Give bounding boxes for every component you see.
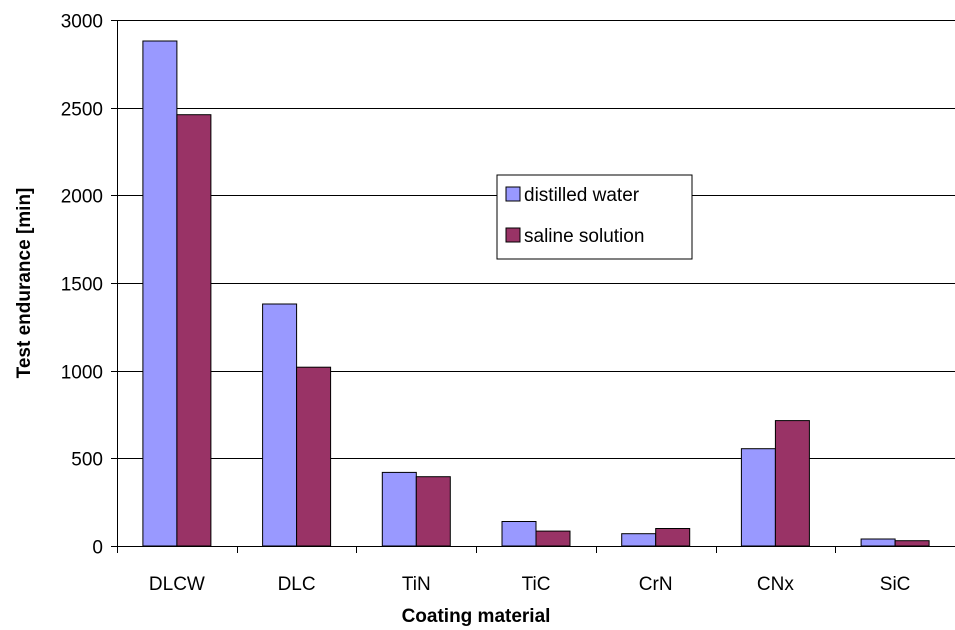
x-tick-label: CrN: [639, 574, 673, 595]
y-tick-label: 2000: [61, 187, 103, 208]
x-tick-labels: DLCW DLC TiN TiC CrN CNx SiC: [149, 574, 910, 595]
y-axis-title: Test endurance [min]: [14, 188, 35, 379]
gridlines: [117, 20, 955, 459]
y-tick-label: 2500: [61, 100, 103, 121]
y-tick-label: 500: [71, 450, 103, 471]
bar-tin-distilled-water: [381, 471, 417, 547]
bar-cnx-distilled-water: [740, 448, 776, 547]
x-tick-label: SiC: [880, 574, 911, 595]
y-tick-label: 0: [92, 538, 103, 559]
bar-crn-saline-solution: [655, 528, 691, 547]
legend-label-saline-solution: saline solution: [524, 226, 644, 247]
y-tick-label: 1000: [61, 363, 103, 384]
bar-sic-saline-solution: [894, 540, 930, 547]
bar-dlcw-saline-solution: [176, 114, 212, 547]
x-tick-label: DLC: [278, 574, 316, 595]
legend-swatch-distilled-water: [505, 186, 521, 202]
legend-box: [496, 174, 693, 260]
legend-swatch-saline-solution: [505, 227, 521, 243]
bar-tin-saline-solution: [415, 476, 451, 547]
bars: [142, 40, 930, 547]
x-tick-label: TiN: [402, 574, 431, 595]
bar-cnx-saline-solution: [774, 420, 810, 547]
bar-sic-distilled-water: [860, 538, 896, 547]
bar-crn-distilled-water: [621, 533, 657, 547]
x-tick-label: DLCW: [149, 574, 205, 595]
bar-tic-saline-solution: [535, 530, 571, 547]
y-tick-label: 1500: [61, 275, 103, 296]
bar-dlcw-distilled-water: [142, 40, 178, 547]
bar-tic-distilled-water: [501, 521, 537, 547]
axes: [111, 20, 955, 553]
bar-dlc-distilled-water: [262, 303, 298, 547]
y-tick-labels: 0 500 1000 1500 2000 2500 3000: [61, 12, 103, 559]
legend-label-distilled-water: distilled water: [524, 185, 640, 206]
bar-dlc-saline-solution: [296, 366, 332, 547]
x-axis-title: Coating material: [402, 606, 551, 627]
x-tick-label: CNx: [757, 574, 794, 595]
x-tick-label: TiC: [522, 574, 551, 595]
legend: distilled water saline solution: [496, 174, 693, 260]
y-tick-label: 3000: [61, 12, 103, 33]
